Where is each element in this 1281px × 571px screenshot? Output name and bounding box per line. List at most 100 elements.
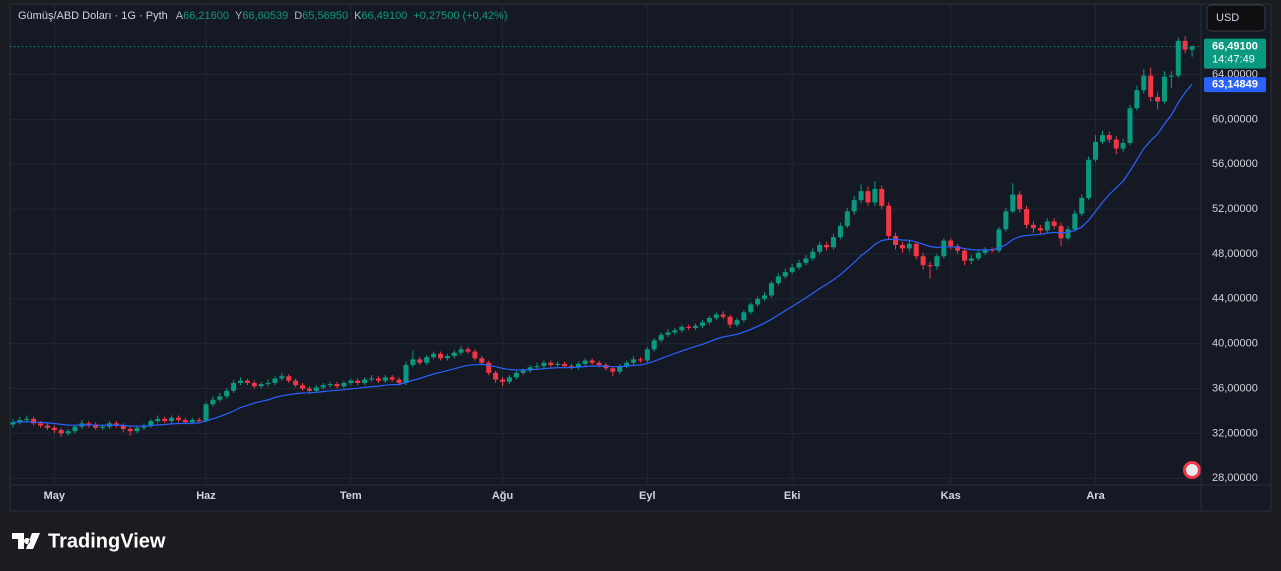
- candle-body: [982, 249, 988, 253]
- currency-button[interactable]: [1206, 4, 1266, 32]
- candle-body: [734, 320, 740, 325]
- candle-body: [527, 367, 533, 371]
- candle-body: [58, 430, 64, 434]
- y-tick-label: 52,00000: [1212, 203, 1258, 215]
- candle-body: [17, 419, 23, 423]
- y-tick-label: 40,00000: [1212, 338, 1258, 350]
- candle-body: [1003, 211, 1009, 230]
- candle-body: [431, 353, 437, 358]
- candle-body: [844, 211, 850, 226]
- candle-body: [424, 357, 430, 363]
- candle-body: [224, 390, 230, 397]
- x-tick-label: Ağu: [492, 490, 513, 502]
- x-tick-label: Haz: [196, 490, 216, 502]
- candle-body: [975, 252, 981, 259]
- candle-body: [568, 366, 574, 368]
- candle-body: [624, 362, 630, 367]
- candle-body: [1141, 75, 1147, 91]
- candle-body: [658, 334, 664, 341]
- last-price-label: 66,49100: [1212, 41, 1258, 53]
- candle-body: [858, 191, 864, 201]
- candle-body: [906, 243, 912, 249]
- candle-body: [375, 378, 381, 381]
- ohlc-value: 66,21600: [183, 10, 229, 22]
- candle-body: [810, 251, 816, 259]
- candle-body: [1051, 221, 1057, 226]
- candle-body: [1134, 90, 1140, 109]
- candle-body: [1099, 135, 1105, 142]
- x-tick-label: Kas: [941, 490, 961, 502]
- candle-body: [1024, 209, 1030, 225]
- candle-body: [306, 388, 312, 391]
- candle-body: [824, 245, 830, 248]
- candle-body: [410, 359, 416, 365]
- candle-body: [320, 385, 326, 388]
- candle-body: [1168, 75, 1174, 77]
- candle-body: [113, 423, 119, 426]
- logo-text: TradingView: [48, 530, 166, 552]
- candle-body: [51, 427, 57, 431]
- candle-body: [796, 262, 802, 268]
- candle-body: [458, 349, 464, 353]
- candle-body: [293, 380, 299, 386]
- candle-body: [258, 384, 264, 387]
- candle-body: [493, 372, 499, 380]
- candle-body: [327, 384, 333, 386]
- candle-body: [686, 326, 692, 328]
- candle-body: [541, 362, 547, 367]
- currency[interactable]: USD: [1216, 12, 1239, 24]
- candle-body: [31, 418, 37, 424]
- candle-body: [1065, 229, 1071, 239]
- candle-body: [465, 349, 471, 352]
- candle-body: [693, 325, 699, 328]
- candle-body: [134, 427, 140, 432]
- candle-body: [665, 332, 671, 335]
- candle-body: [562, 363, 568, 367]
- candle-body: [1113, 139, 1119, 149]
- candle-body: [486, 362, 492, 373]
- candle-body: [72, 426, 78, 432]
- y-tick-label: 56,00000: [1212, 158, 1258, 170]
- candle-body: [437, 353, 443, 359]
- candle-body: [637, 359, 643, 361]
- candle-body: [362, 379, 368, 383]
- candle-body: [251, 382, 257, 387]
- ohlc-value: 65,56950: [302, 10, 348, 22]
- candle-body: [1189, 46, 1195, 50]
- candle-body: [748, 304, 754, 313]
- candle-body: [479, 358, 485, 363]
- candle-body: [520, 370, 526, 373]
- candle-body: [155, 418, 161, 422]
- tradingview-logo: TradingView: [12, 530, 166, 552]
- candle-body: [182, 419, 188, 423]
- candle-body: [1058, 225, 1064, 239]
- ma-price-box: [1204, 77, 1266, 93]
- candle-body: [348, 380, 354, 383]
- candle-body: [1093, 141, 1099, 160]
- candle-body: [610, 368, 616, 372]
- candle-body: [782, 271, 788, 277]
- candle-body: [300, 385, 306, 389]
- candle-body: [272, 378, 278, 383]
- candle-body: [1127, 108, 1133, 143]
- candle-body: [1106, 135, 1112, 140]
- candle-body: [962, 250, 968, 261]
- candle-body: [651, 340, 657, 350]
- candle-body: [1044, 221, 1050, 231]
- candle-body: [948, 240, 954, 247]
- candle-body: [899, 245, 905, 249]
- candle-body: [189, 419, 195, 423]
- candle-body: [210, 399, 216, 405]
- ohlc-key: Y: [235, 10, 243, 22]
- candle-body: [699, 322, 705, 326]
- symbol: Gümüş/ABD Doları · 1G · Pyth: [18, 10, 168, 22]
- candle-body: [1155, 96, 1161, 102]
- candle-body: [355, 380, 361, 383]
- candle-body: [1120, 142, 1126, 149]
- y-tick-label: 32,00000: [1212, 427, 1258, 439]
- candle-body: [865, 191, 871, 203]
- candle-body: [100, 426, 106, 428]
- logo-mark: [12, 533, 40, 549]
- candle-body: [720, 314, 726, 317]
- candle-body: [803, 258, 809, 263]
